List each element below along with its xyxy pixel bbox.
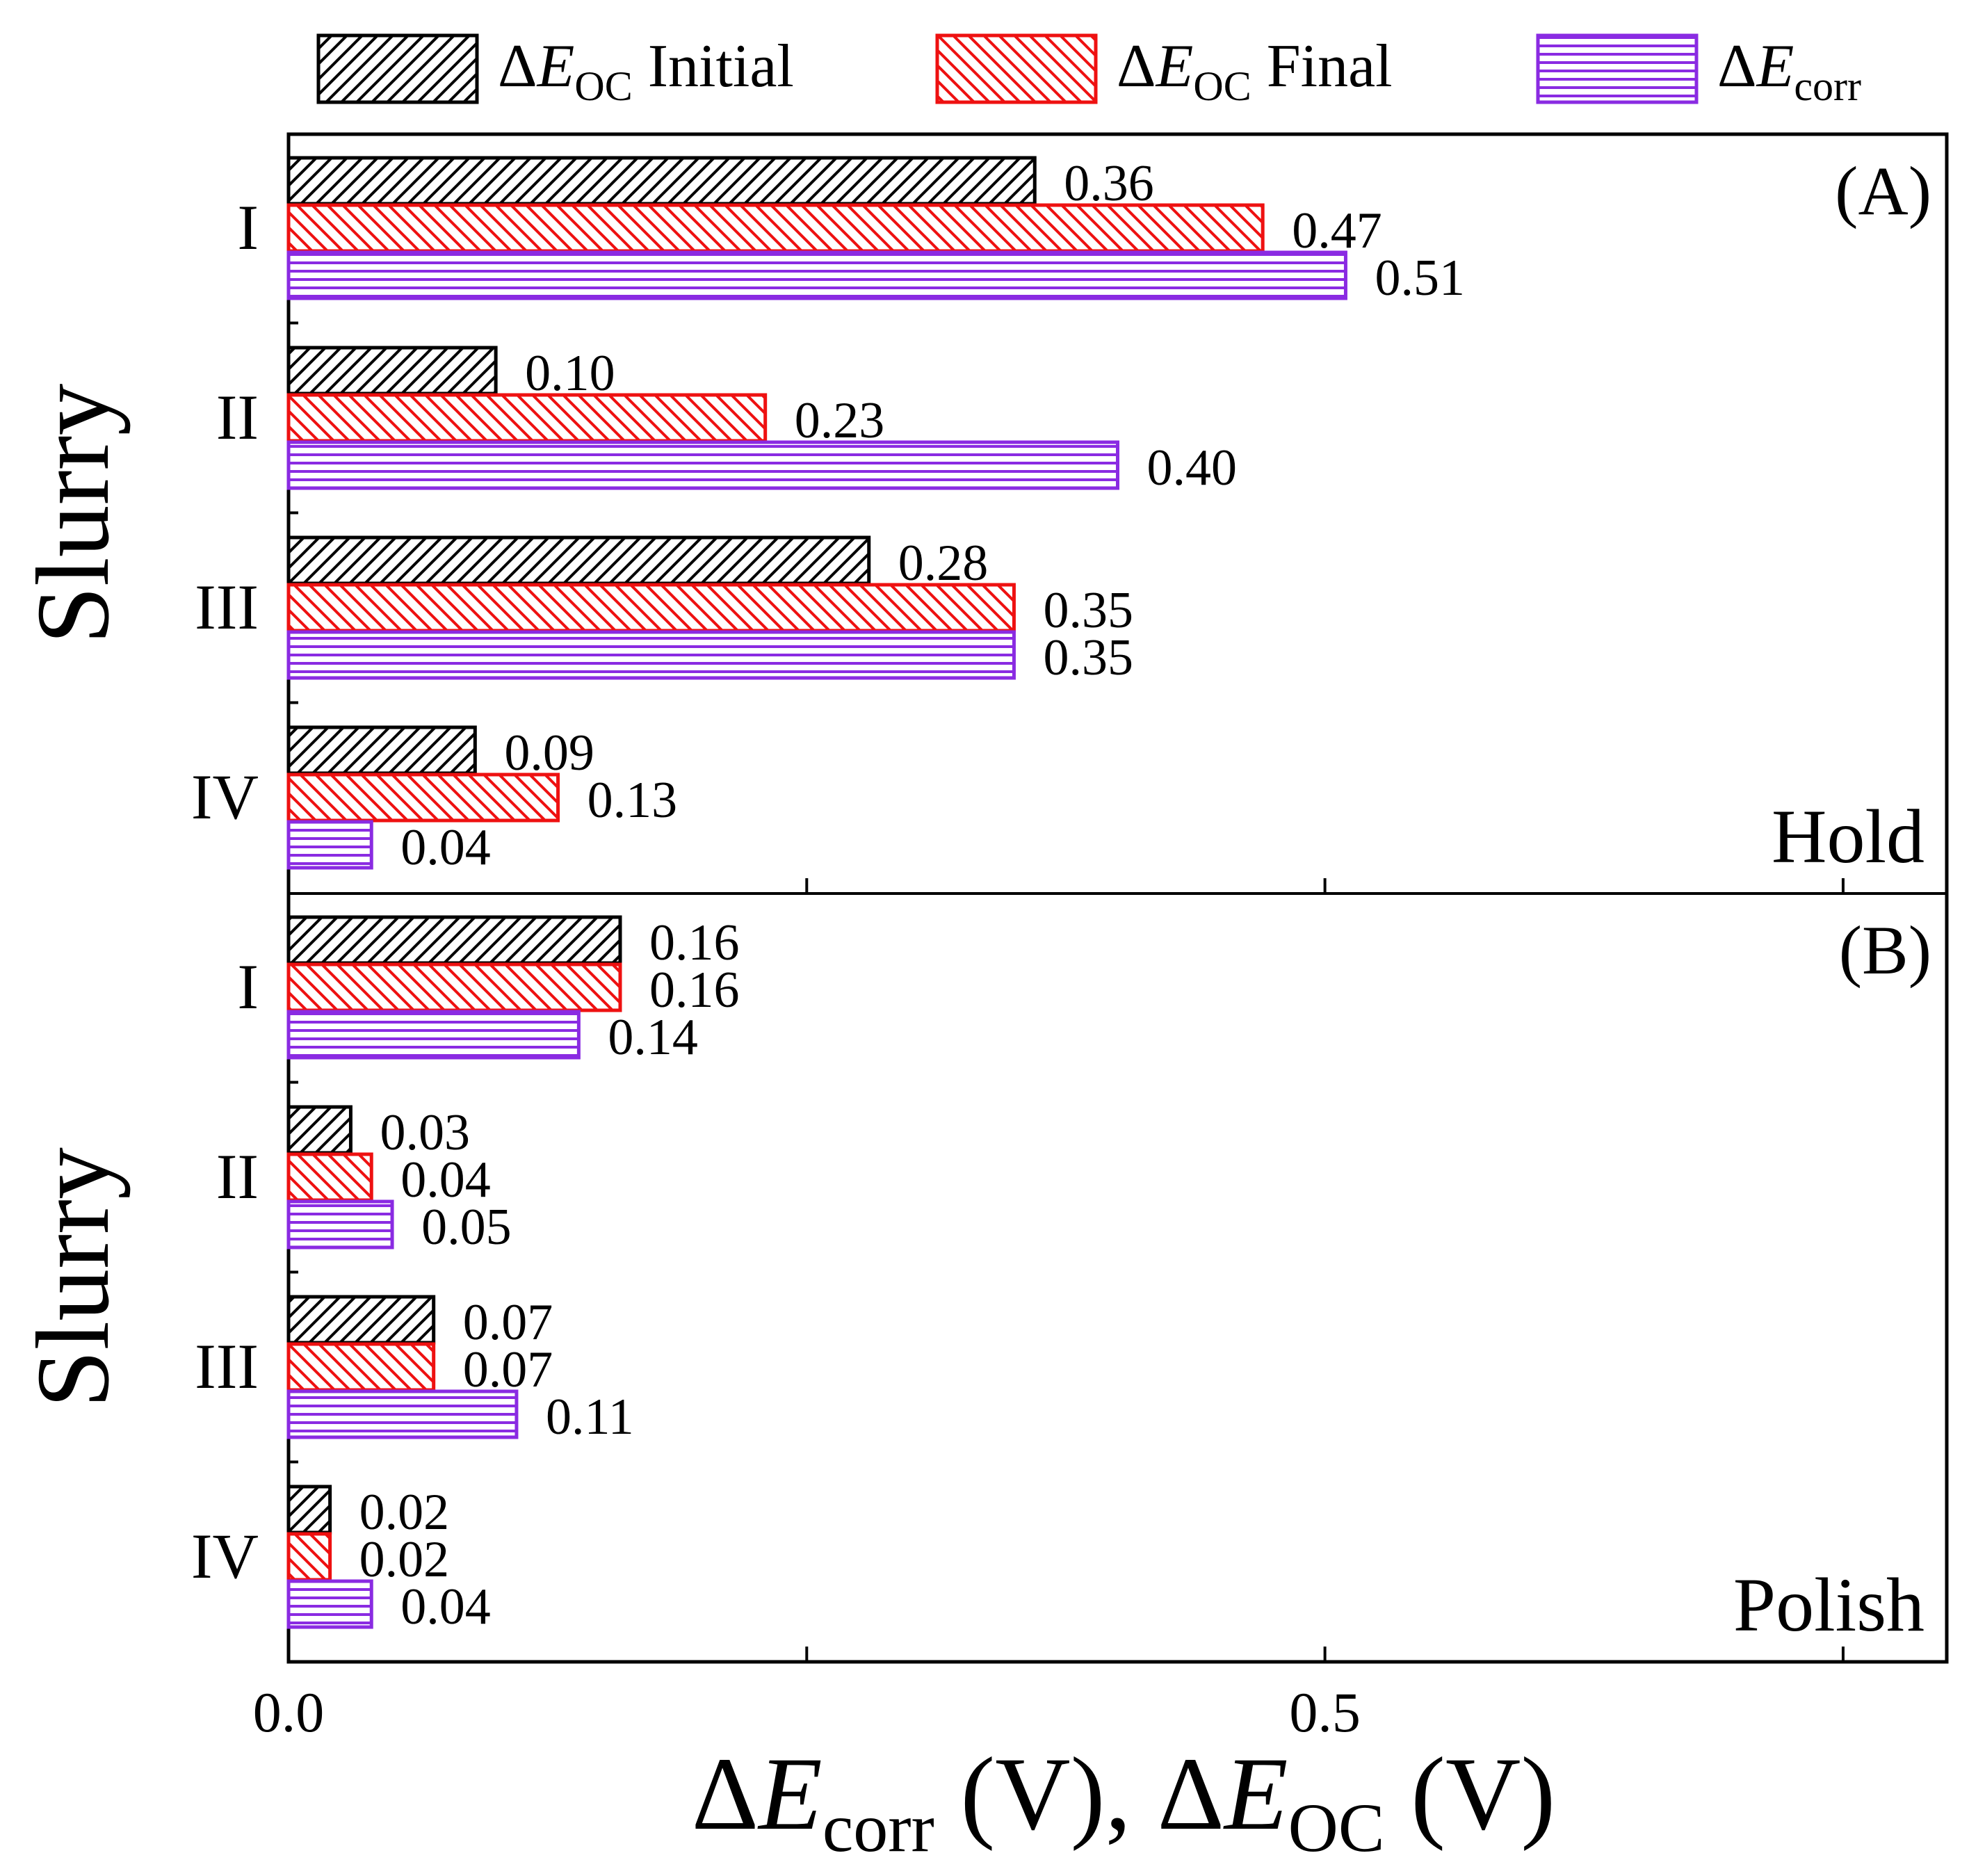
- panel-a: Slurry (A) Hold I 0.36 0.470.51 II 0.10 0.23 0.40…: [15, 152, 1931, 893]
- bar-oc-initial: [286, 1105, 353, 1155]
- x-tick-label: 0.0: [253, 1681, 325, 1744]
- bar-value-label: 0.07: [463, 1294, 553, 1351]
- bar-oc-final: [286, 583, 1016, 633]
- legend-item-corr: ΔEcorr: [1536, 33, 1861, 109]
- bar-oc-initial: [286, 1485, 332, 1535]
- category-group-ii: II 0.030.040.05: [216, 1104, 512, 1274]
- bar-value-label: 0.23: [795, 392, 885, 449]
- legend-label: ΔEOC Initial: [498, 33, 794, 109]
- bar-value-label: 0.13: [588, 772, 678, 829]
- y-tick-label: IV: [191, 761, 259, 832]
- panel-mode-label: Hold: [1772, 794, 1925, 879]
- bar-corr: [286, 250, 1347, 300]
- bar-value-label: 0.04: [400, 819, 491, 876]
- category-group-i: I 0.36 0.470.51: [237, 155, 1465, 325]
- y-tick-label: IV: [191, 1521, 259, 1592]
- category-group-i: I0.160.160.14: [237, 914, 740, 1084]
- bar-oc-initial: [286, 156, 1037, 206]
- bar-value-label: 0.35: [1043, 582, 1133, 639]
- bar-oc-final: [286, 1532, 332, 1582]
- bar-oc-initial: [286, 535, 871, 585]
- bar-value-label: 0.07: [463, 1341, 553, 1398]
- category-group-iv: IV0.020.020.04: [191, 1484, 491, 1635]
- bar-value-label: 0.05: [421, 1199, 512, 1256]
- bar-corr: [286, 1010, 581, 1060]
- x-tick-label: 0.5: [1289, 1681, 1361, 1744]
- bar-value-label: 0.40: [1147, 439, 1238, 496]
- bar-oc-initial: [286, 346, 498, 396]
- bar-value-label: 0.28: [898, 535, 989, 592]
- y-tick-label: I: [237, 951, 259, 1022]
- bar-oc-final: [286, 773, 560, 823]
- bar-oc-initial: [286, 915, 622, 965]
- legend-label: ΔEcorr: [1717, 33, 1861, 109]
- y-tick-label: II: [216, 1141, 259, 1212]
- bar-value-label: 0.03: [380, 1104, 470, 1161]
- y-tick-label: III: [195, 572, 259, 642]
- bar-corr: [286, 440, 1119, 490]
- x-axis-title: ΔEcorr (V), ΔEOC (V): [692, 1736, 1556, 1866]
- bar-value-label: 0.02: [359, 1484, 450, 1541]
- y-tick-label: II: [216, 382, 259, 453]
- legend-label: ΔEOC Final: [1117, 33, 1393, 109]
- bar-value-label: 0.51: [1375, 250, 1465, 307]
- bar-corr: [286, 820, 373, 870]
- bar-value-label: 0.10: [525, 345, 615, 402]
- category-group-iv: IV 0.090.13 0.04: [191, 725, 677, 876]
- y-axis-title: Slurry: [15, 1147, 131, 1408]
- bar-oc-final: [286, 962, 622, 1012]
- y-tick-label: I: [237, 192, 259, 263]
- bar-value-label: 0.11: [546, 1389, 634, 1446]
- legend-swatch: [316, 33, 479, 104]
- y-tick-label: III: [195, 1331, 259, 1402]
- bar-corr: [286, 1579, 373, 1629]
- bar-value-label: 0.02: [359, 1531, 450, 1588]
- legend: ΔEOC Initial ΔEOC Final ΔEcorr: [316, 33, 1861, 109]
- bar-value-label: 0.14: [608, 1009, 698, 1066]
- legend-swatch: [935, 33, 1098, 104]
- bar-value-label: 0.09: [504, 725, 594, 782]
- category-group-iii: III 0.28 0.350.35: [195, 535, 1133, 704]
- bar-oc-final: [286, 203, 1265, 253]
- bar-oc-initial: [286, 725, 477, 775]
- bar-corr: [286, 630, 1016, 680]
- bar-corr: [286, 1199, 394, 1250]
- legend-item-oc-final: ΔEOC Final: [935, 33, 1393, 109]
- bar-value-label: 0.47: [1292, 202, 1382, 259]
- bar-oc-final: [286, 1152, 373, 1202]
- plot-frame: [286, 132, 1949, 1664]
- legend-item-oc-initial: ΔEOC Initial: [316, 33, 794, 109]
- bar-value-label: 0.36: [1064, 155, 1154, 212]
- panel-label: (B): [1839, 912, 1931, 989]
- bar-value-label: 0.16: [649, 962, 740, 1019]
- panel-mode-label: Polish: [1733, 1562, 1925, 1647]
- panel-b: Slurry(B)PolishI0.160.160.14II0.030.040.…: [15, 912, 1931, 1662]
- bar-oc-final: [286, 393, 768, 443]
- bar-value-label: 0.04: [400, 1151, 491, 1208]
- bar-value-label: 0.16: [649, 914, 740, 971]
- bar-corr: [286, 1389, 519, 1439]
- category-group-ii: II 0.10 0.23 0.40: [216, 345, 1238, 515]
- legend-swatch: [1536, 33, 1699, 104]
- bar-oc-initial: [286, 1295, 436, 1345]
- bar-value-label: 0.04: [400, 1578, 491, 1635]
- plot-area: Slurry (A) Hold I 0.36 0.470.51 II 0.10 0.23 0.40…: [15, 132, 1949, 1664]
- y-axis-title: Slurry: [15, 384, 131, 645]
- panel-label: (A): [1835, 152, 1931, 229]
- bar-value-label: 0.35: [1043, 629, 1133, 686]
- bar-oc-final: [286, 1342, 436, 1392]
